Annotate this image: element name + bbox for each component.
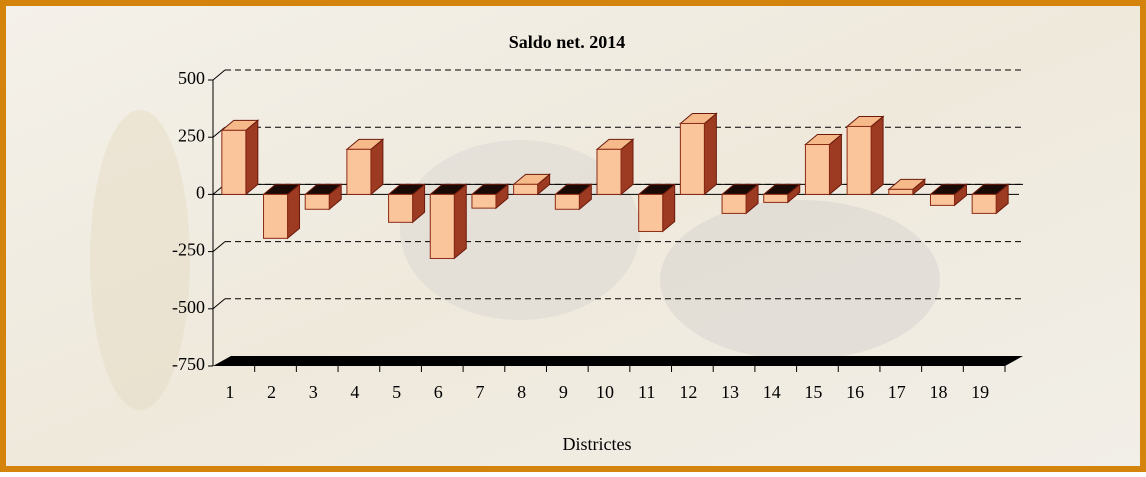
x-tick-label: 6	[434, 382, 443, 402]
y-tick-label: -250	[172, 240, 205, 260]
x-tick-label: 12	[679, 382, 697, 402]
x-tick-label: 16	[846, 382, 864, 402]
y-tick-label: -500	[172, 297, 205, 317]
bar	[554, 193, 580, 210]
bar	[971, 193, 997, 214]
x-tick-label: 11	[638, 382, 655, 402]
bar	[429, 193, 455, 259]
bar-side	[703, 112, 717, 196]
bar	[221, 129, 247, 195]
bar	[804, 144, 830, 195]
bar-side	[245, 119, 259, 196]
x-tick-label: 9	[559, 382, 568, 402]
x-tick-label: 17	[888, 382, 906, 402]
bar	[304, 193, 330, 210]
x-tick-label: 5	[392, 382, 401, 402]
x-tick-label: 13	[721, 382, 739, 402]
y-tick-label: 500	[178, 68, 205, 88]
grid-depth	[212, 298, 226, 310]
x-tick-label: 7	[475, 382, 484, 402]
background-shape	[660, 200, 940, 360]
bar-side	[870, 115, 884, 196]
bar	[346, 148, 372, 195]
bar	[263, 193, 289, 239]
x-tick-label: 19	[971, 382, 989, 402]
floor	[213, 356, 1023, 366]
x-tick-label: 15	[804, 382, 822, 402]
bar	[596, 148, 622, 195]
y-tick-label: 0	[196, 183, 205, 203]
x-axis-title: Districtes	[563, 434, 632, 454]
grid-depth	[212, 241, 226, 252]
background-shape	[90, 110, 190, 410]
bar	[679, 122, 705, 195]
bar	[388, 193, 414, 223]
bar	[888, 188, 914, 195]
x-tick-label: 2	[267, 382, 276, 402]
x-tick-label: 14	[763, 382, 781, 402]
bar	[638, 193, 664, 232]
grid-depth	[212, 69, 226, 81]
x-tick-label: 3	[309, 382, 318, 402]
bar	[721, 193, 747, 214]
bar	[513, 183, 539, 195]
bar	[763, 193, 789, 203]
y-tick-label: -750	[172, 354, 205, 374]
x-tick-label: 18	[929, 382, 947, 402]
bar	[846, 125, 872, 195]
bar	[471, 193, 497, 209]
y-tick-label: 250	[178, 125, 205, 145]
x-tick-label: 8	[517, 382, 526, 402]
bar-side	[453, 183, 467, 260]
x-tick-label: 1	[225, 382, 234, 402]
x-tick-label: 4	[350, 382, 359, 402]
bar	[929, 193, 955, 206]
x-tick-label: 10	[596, 382, 614, 402]
chart-title: Saldo net. 2014	[509, 32, 626, 52]
